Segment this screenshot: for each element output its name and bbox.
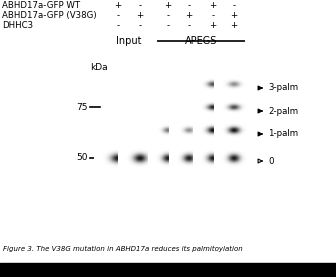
Text: kDa: kDa <box>90 63 108 72</box>
Text: -: - <box>117 11 120 20</box>
Text: +: + <box>209 1 217 10</box>
Text: +: + <box>185 11 193 20</box>
Text: APEGS: APEGS <box>185 36 217 46</box>
Text: -: - <box>166 21 170 30</box>
Text: ABHD17a-GFP WT: ABHD17a-GFP WT <box>2 1 80 10</box>
Text: -: - <box>166 11 170 20</box>
Text: ABHD17a-GFP (V38G): ABHD17a-GFP (V38G) <box>2 11 97 20</box>
Text: 2-palm: 2-palm <box>268 106 298 116</box>
Text: +: + <box>209 21 217 30</box>
Text: 1-palm: 1-palm <box>268 130 298 138</box>
Text: -: - <box>117 21 120 30</box>
Text: 50: 50 <box>77 153 88 163</box>
Text: -: - <box>138 1 141 10</box>
Text: 75: 75 <box>77 102 88 112</box>
Text: +: + <box>136 11 143 20</box>
Text: 0: 0 <box>268 157 274 165</box>
Text: -: - <box>233 1 236 10</box>
Text: +: + <box>164 1 172 10</box>
Text: DHHC3: DHHC3 <box>2 21 33 30</box>
Text: -: - <box>187 21 191 30</box>
Text: -: - <box>138 21 141 30</box>
Text: +: + <box>114 1 122 10</box>
Text: 3-palm: 3-palm <box>268 83 298 93</box>
Text: Figure 3. The V38G mutation in ABHD17a reduces its palmitoylation: Figure 3. The V38G mutation in ABHD17a r… <box>3 246 243 252</box>
Text: -: - <box>187 1 191 10</box>
Text: Input: Input <box>116 36 142 46</box>
Text: +: + <box>230 11 238 20</box>
Text: +: + <box>230 21 238 30</box>
Text: -: - <box>211 11 215 20</box>
